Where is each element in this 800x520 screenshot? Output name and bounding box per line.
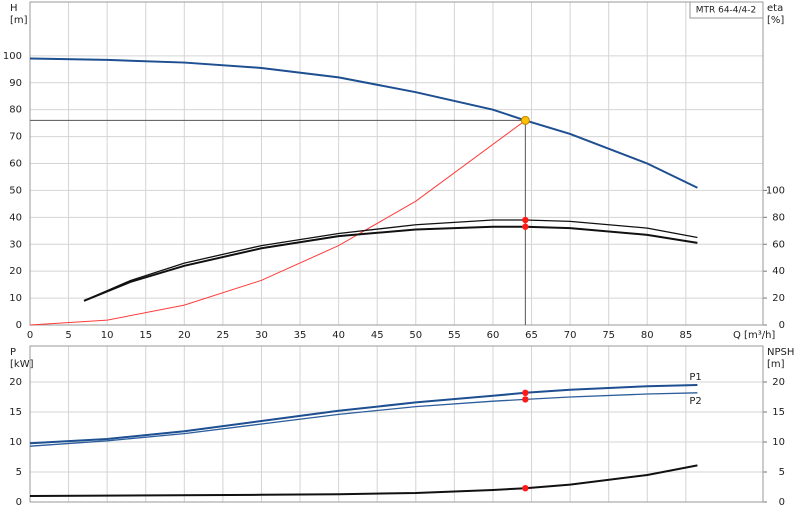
series-line: [29, 57, 698, 189]
duty-point: [522, 396, 529, 403]
series-line: [29, 464, 698, 497]
y-tick-label: 15: [9, 407, 22, 418]
duty-point: [522, 485, 529, 492]
y2-tick-label: 100: [766, 185, 785, 196]
x-tick-label: 5: [65, 330, 71, 341]
series-line: [29, 384, 698, 445]
x-tick-label: 60: [487, 330, 500, 341]
x-tick-label: 75: [602, 330, 615, 341]
y2-tick-label: 20: [772, 377, 785, 388]
x-tick-label: 40: [332, 330, 345, 341]
y-axis-unit: [kW]: [10, 359, 34, 370]
series-line: [29, 120, 526, 326]
operating-point: [520, 115, 530, 125]
x-tick-label: 10: [101, 330, 114, 341]
y2-axis-label: eta: [767, 3, 783, 14]
y2-tick-label: 20: [772, 293, 785, 304]
y2-axis-unit: [m]: [767, 359, 785, 370]
x-axis-label: Q [m³/h]: [733, 330, 775, 341]
series-line: [29, 392, 698, 447]
y-tick-label: 80: [9, 105, 22, 116]
y2-tick-label: 60: [772, 239, 785, 250]
y2-axis-unit: [%]: [767, 15, 784, 26]
x-tick-label: 70: [564, 330, 577, 341]
legend-label: P1: [689, 372, 701, 383]
chart-title: MTR 64-4/4-2: [696, 6, 757, 16]
x-tick-label: 30: [255, 330, 268, 341]
y2-tick-label: 10: [772, 437, 785, 448]
y2-axis-label: NPSH: [767, 347, 794, 358]
x-tick-label: 50: [409, 330, 422, 341]
y-tick-label: 0: [16, 497, 22, 508]
y2-tick-label: 40: [772, 266, 785, 277]
y-tick-label: 20: [9, 266, 22, 277]
y-tick-label: 60: [9, 159, 22, 170]
x-tick-label: 55: [448, 330, 461, 341]
y-tick-label: 10: [9, 437, 22, 448]
plot-frame: [29, 1, 764, 326]
title-box: [689, 1, 764, 19]
x-tick-label: 80: [641, 330, 654, 341]
x-tick-label: 65: [525, 330, 538, 341]
series-line: [83, 225, 698, 302]
y-tick-label: 5: [16, 467, 22, 478]
y-tick-label: 40: [9, 212, 22, 223]
y-tick-label: 90: [9, 78, 22, 89]
x-tick-label: 35: [294, 330, 307, 341]
y2-tick-label: 5: [779, 467, 785, 478]
x-tick-label: 25: [217, 330, 230, 341]
y-tick-label: 50: [9, 185, 22, 196]
series-line: [83, 219, 698, 302]
y-tick-label: 20: [9, 377, 22, 388]
duty-point: [522, 389, 529, 396]
y-tick-label: 30: [9, 239, 22, 250]
x-tick-label: 85: [679, 330, 692, 341]
y-tick-label: 70: [9, 132, 22, 143]
y-tick-label: 10: [9, 293, 22, 304]
y-axis-unit: [m]: [10, 15, 28, 26]
y-axis-label: H: [10, 3, 18, 14]
y-tick-label: 0: [16, 320, 22, 331]
x-tick-label: 15: [139, 330, 152, 341]
y2-tick-label: 15: [772, 407, 785, 418]
y2-tick-label: 0: [779, 320, 785, 331]
duty-point: [522, 223, 529, 230]
y-tick-label: 100: [3, 51, 22, 62]
x-tick-label: 0: [27, 330, 33, 341]
y2-tick-label: 0: [779, 497, 785, 508]
x-tick-label: 45: [371, 330, 384, 341]
duty-point: [522, 216, 529, 224]
legend-label: P2: [689, 396, 701, 407]
x-tick-label: 20: [178, 330, 191, 341]
y2-tick-label: 80: [772, 212, 785, 223]
y-axis-label: P: [10, 347, 16, 358]
plot-frame: [29, 345, 764, 503]
